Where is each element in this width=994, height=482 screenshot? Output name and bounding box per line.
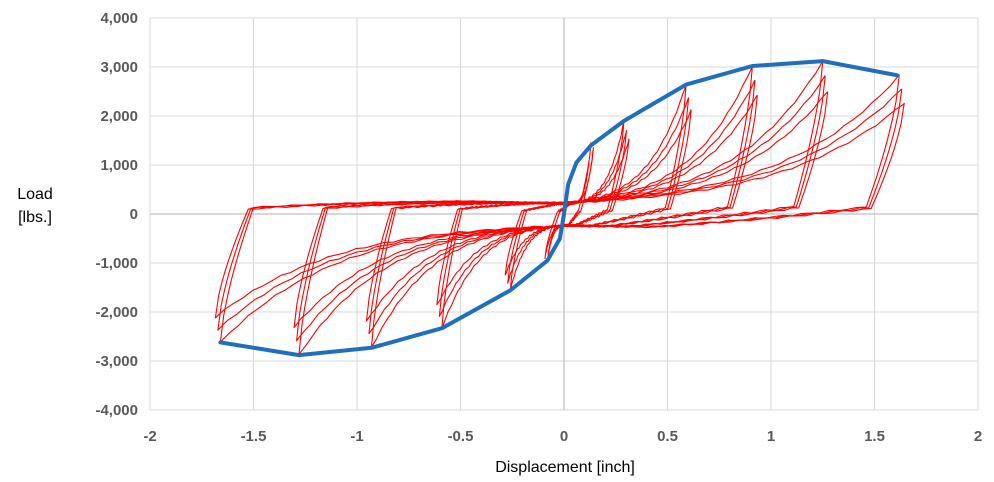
hysteresis-loop	[298, 60, 824, 355]
y-axis-title-line-2: [lbs.]	[18, 209, 52, 226]
y-tick-label: 0	[130, 206, 138, 223]
x-tick-label: 0.5	[657, 428, 678, 445]
hysteresis-loops	[214, 60, 905, 355]
hysteresis-loop	[296, 75, 826, 342]
x-tick-label: 2	[974, 428, 982, 445]
y-tick-label: 4,000	[100, 10, 138, 27]
x-tick-label: -1	[350, 428, 363, 445]
x-axis-title: Displacement [inch]	[495, 459, 635, 476]
envelope-curve	[218, 59, 900, 358]
y-tick-label: 1,000	[100, 157, 138, 174]
hysteresis-loop	[370, 65, 753, 348]
y-tick-labels: 4,000 3,000 2,000 1,000 0 -1,000 -2,000 -3,000 -…	[95, 10, 138, 419]
y-axis-title-line-1: Load	[17, 186, 53, 203]
hysteresis-loop	[293, 91, 829, 329]
hysteresis-loop	[436, 109, 692, 306]
hysteresis-loop	[368, 79, 756, 335]
envelope-line	[218, 59, 900, 358]
x-tick-label: 0	[560, 428, 568, 445]
x-tick-label: -1.5	[241, 428, 267, 445]
x-tick-label: 1.5	[864, 428, 885, 445]
y-tick-label: -2,000	[95, 304, 138, 321]
y-tick-label: -4,000	[95, 402, 138, 419]
x-tick-label: -0.5	[448, 428, 474, 445]
hysteresis-loop	[214, 102, 905, 319]
y-tick-label: -1,000	[95, 255, 138, 272]
x-tick-labels: -2 -1.5 -1 -0.5 0 0.5 1 1.5 2	[143, 428, 982, 445]
x-tick-label: -2	[143, 428, 156, 445]
x-tick-label: 1	[767, 428, 775, 445]
y-tick-label: -3,000	[95, 353, 138, 370]
y-tick-label: 2,000	[100, 108, 138, 125]
y-tick-label: 3,000	[100, 59, 138, 76]
